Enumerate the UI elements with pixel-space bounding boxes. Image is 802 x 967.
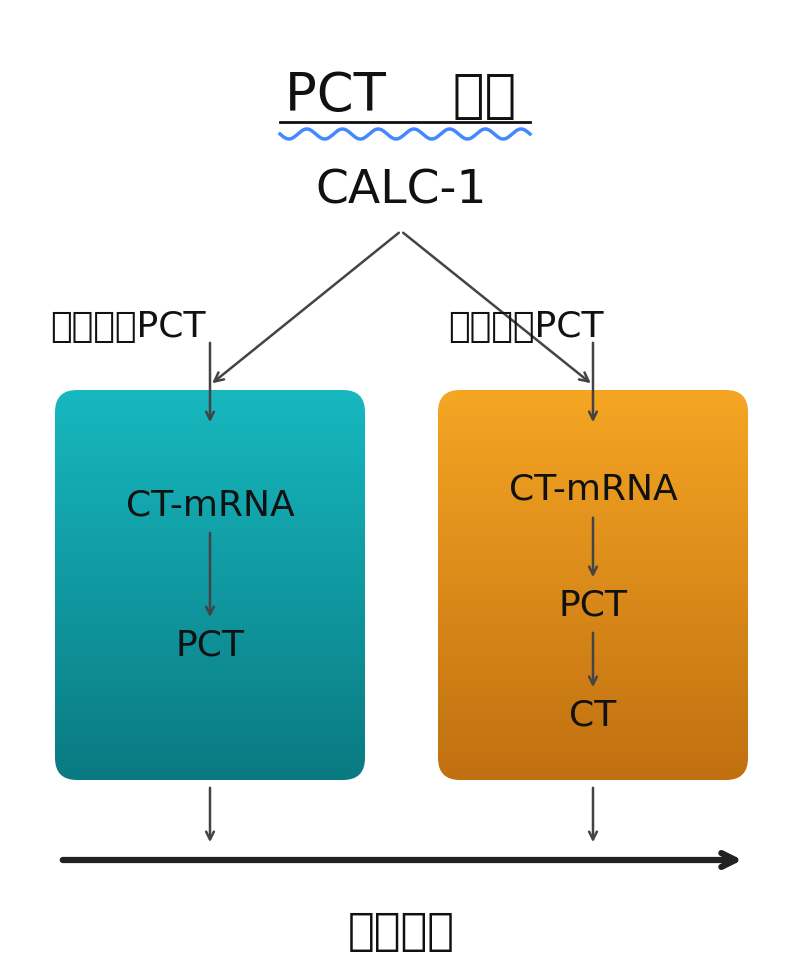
Text: CT-mRNA: CT-mRNA — [508, 473, 678, 507]
Text: 健康状态PCT: 健康状态PCT — [448, 310, 603, 344]
Text: PCT: PCT — [558, 588, 627, 622]
Text: CT-mRNA: CT-mRNA — [126, 488, 294, 522]
Text: CT: CT — [569, 698, 617, 732]
Text: 血液循环: 血液循环 — [347, 910, 455, 953]
Text: PCT    生成: PCT 生成 — [286, 70, 516, 122]
Text: PCT: PCT — [176, 628, 245, 662]
Text: CALC-1: CALC-1 — [315, 169, 487, 214]
Text: 炎症状态PCT: 炎症状态PCT — [50, 310, 205, 344]
